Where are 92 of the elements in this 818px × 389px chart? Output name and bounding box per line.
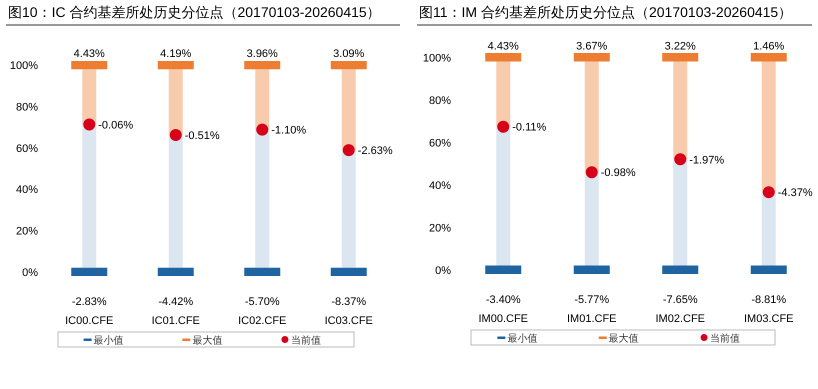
legend-label: 最大值 [608,332,639,344]
bar [330,61,367,70]
point [586,166,598,178]
bar [244,61,280,70]
x-tick-label: IM02.CFE [655,313,706,325]
bar [168,135,183,268]
bar [496,126,510,266]
annotation: -3.40% [486,294,521,306]
y-tick-label: 40% [428,180,452,192]
x-tick-label: IC03.CFE [324,315,373,327]
bar [255,130,270,268]
y-tick-label: 80% [428,94,452,107]
point [170,129,182,142]
y-tick-label: 60% [16,142,38,155]
bar [496,62,510,127]
bar [82,69,96,124]
bar [255,69,270,130]
point [762,186,775,198]
bar [662,266,698,274]
bar [662,53,698,62]
annotation: -2.63% [358,145,393,158]
chart-title: 图10：IC 合约基差所处历史分位点（20170103-20260415） [8,4,381,20]
legend-label: 当前值 [710,332,740,344]
annotation: -4.42% [158,296,194,308]
annotation: 3.96% [246,48,278,60]
chart-title: 图11：IM 合约基差所处历史分位点（20170103-20260415） [419,4,792,20]
y-tick-label: 20% [16,226,38,238]
bar [342,150,356,268]
bar [82,124,96,268]
bar [673,62,688,160]
y-tick-label: 20% [428,222,452,234]
annotation: 4.43% [488,40,520,52]
bar [762,192,776,266]
x-tick-label: IC02.CFE [238,315,286,327]
annotation: 3.67% [576,40,608,52]
bar [750,53,787,62]
annotation: 3.09% [333,48,365,60]
bar [584,172,599,266]
legend-label: 当前值 [290,334,321,346]
x-tick-label: IM03.CFE [744,313,794,325]
legend-label: 最小值 [507,332,538,344]
y-tick-label: 100% [10,60,38,72]
annotation: 3.22% [664,40,696,52]
annotation: 1.46% [753,40,785,52]
annotation: -1.10% [271,124,306,137]
bar [673,159,688,266]
annotation: -0.51% [184,130,220,142]
annotation: -0.11% [512,122,547,134]
bar [485,266,522,274]
annotation: -7.65% [662,294,698,306]
bar [750,266,787,274]
y-tick-label: 100% [422,52,452,64]
annotation: -0.98% [600,167,636,180]
legend-label: 最小值 [94,334,124,346]
point [497,120,510,133]
x-tick-label: IC01.CFE [152,315,200,327]
annotation: -8.81% [751,294,786,306]
annotation: -0.06% [98,119,134,132]
bar [168,69,183,136]
bar [574,266,610,274]
point [83,118,96,130]
y-tick-label: 80% [16,101,38,114]
annotation: 4.19% [160,48,192,60]
bar [762,62,776,192]
annotation: -4.37% [778,187,813,200]
bar [574,53,610,62]
x-tick-label: IM00.CFE [478,313,528,325]
bar [342,69,356,150]
x-tick-label: IM01.CFE [566,313,617,325]
bar [584,62,599,172]
y-tick-label: 40% [16,184,38,196]
bar [71,268,108,276]
x-tick-label: IC00.CFE [65,315,114,327]
annotation: 4.43% [74,48,106,60]
annotation: -5.70% [244,296,280,308]
annotation: -1.97% [689,154,724,166]
y-tick-label: 0% [435,264,452,277]
annotation: -5.77% [574,294,610,306]
point [342,144,355,156]
bar [485,53,522,62]
y-tick-label: 60% [428,137,452,150]
annotation: -8.37% [331,296,366,308]
point [256,124,268,136]
annotation: -2.83% [72,296,107,308]
bar [71,61,108,70]
bar [330,268,367,276]
bar [158,61,194,70]
legend-label: 最大值 [192,334,222,346]
bar [158,268,194,276]
point [674,153,686,166]
bar [244,268,280,276]
y-tick-label: 0% [22,266,38,279]
